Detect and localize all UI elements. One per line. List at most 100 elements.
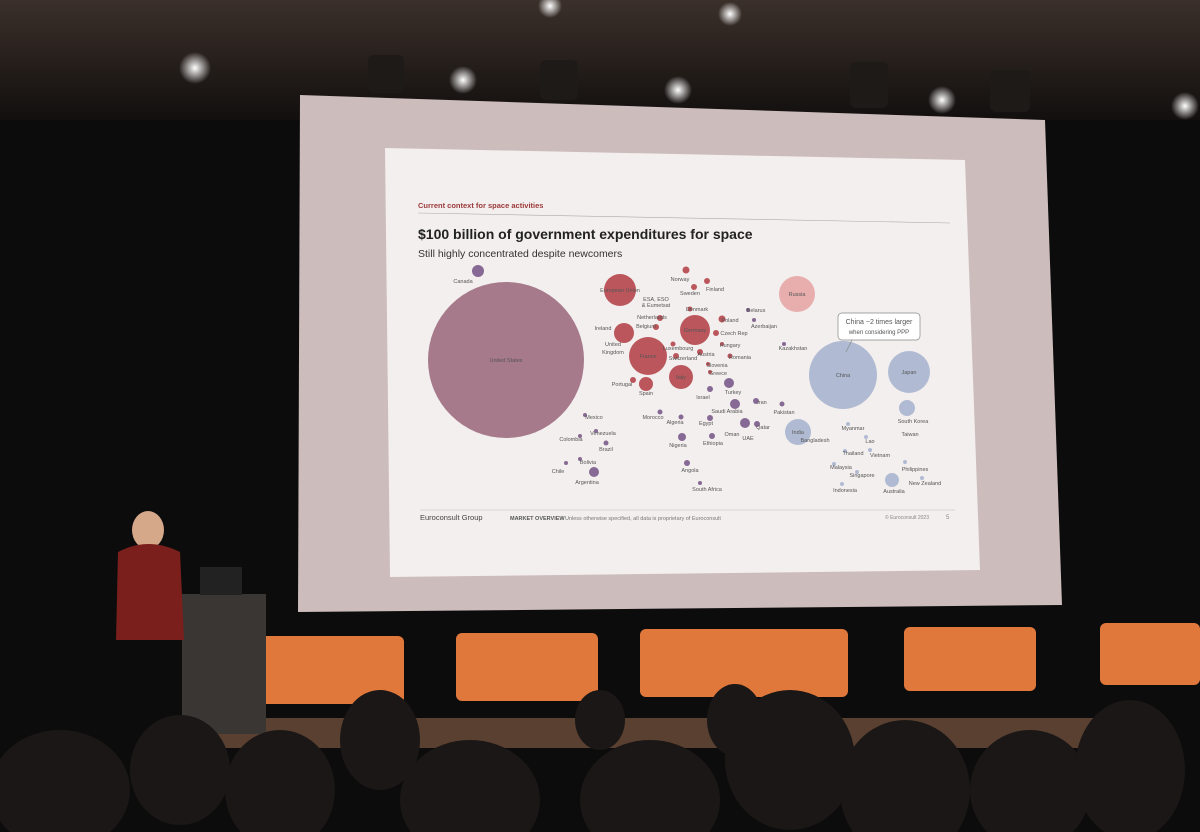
country-label: Argentina	[575, 480, 599, 486]
country-label: Germany	[684, 328, 707, 334]
annotation: China ~2 times larger	[846, 319, 913, 326]
bubble	[720, 342, 724, 346]
bubble	[730, 399, 740, 409]
annotation-pointer	[845, 339, 853, 353]
country-label: Hungary	[720, 343, 741, 349]
country-label: Pakistan	[773, 410, 794, 416]
country-label: Turkey	[725, 390, 742, 396]
country-label: Bangladesh	[800, 438, 829, 444]
country-label: Israel	[696, 395, 709, 401]
country-label: Indonesia	[833, 488, 858, 494]
country-label: Luxembourg	[663, 346, 694, 352]
bubble	[888, 351, 930, 393]
bubble	[604, 274, 636, 306]
country-label: Sweden	[680, 291, 700, 297]
bubble	[472, 265, 484, 277]
country-label: Finland	[706, 287, 724, 293]
country-label: Norway	[671, 277, 690, 283]
bubble	[840, 482, 844, 486]
bubble	[589, 467, 599, 477]
country-label: Vietnam	[870, 453, 890, 459]
light-fixtures	[368, 55, 1030, 112]
country-label: Japan	[902, 370, 917, 376]
country-label: Portugal	[612, 382, 633, 388]
lectern	[182, 594, 266, 734]
bubble	[724, 378, 734, 388]
country-label: United States	[489, 358, 522, 364]
country-label: European Union	[600, 288, 640, 294]
bubble	[779, 401, 785, 407]
bubble	[678, 433, 686, 441]
bubble	[682, 266, 690, 274]
bubble	[713, 330, 719, 336]
bubble	[673, 353, 679, 359]
country-label: Brazil	[599, 447, 613, 453]
country-label: Poland	[721, 318, 738, 324]
slide-header: Current context for space activities	[418, 201, 543, 210]
country-label: Greece	[709, 371, 727, 377]
bubble	[709, 433, 715, 439]
slide	[385, 148, 980, 577]
bubble	[578, 457, 582, 461]
country-label: Ethiopia	[703, 441, 724, 447]
country-label: Switzerland	[669, 356, 697, 362]
country-label: Thailand	[842, 451, 863, 457]
country-label: Slovenia	[706, 363, 728, 369]
bubble	[669, 365, 693, 389]
country-label: Lao	[865, 439, 874, 445]
annotation: when considering PPP	[848, 330, 909, 336]
bubble	[564, 461, 568, 465]
bubble	[698, 481, 702, 485]
country-label: Malaysia	[830, 465, 853, 471]
bubble	[899, 400, 915, 416]
bubble	[785, 419, 811, 445]
bubble	[629, 337, 667, 375]
country-label: Bolivia	[580, 460, 597, 466]
slide-title: $100 billion of government expenditures …	[418, 226, 753, 242]
bubble	[706, 362, 710, 366]
bubble	[779, 276, 815, 312]
country-label: Italy	[676, 375, 686, 381]
footer-note: Unless otherwise specified, all data is …	[565, 516, 721, 522]
bubble	[684, 460, 690, 466]
speaker	[132, 511, 164, 549]
bubble	[718, 315, 726, 323]
bubble	[740, 418, 750, 428]
bubble	[754, 421, 760, 427]
bubble	[578, 434, 582, 438]
country-label: Canada	[453, 279, 473, 285]
bubble	[832, 462, 836, 466]
bubble	[707, 415, 713, 421]
speaker	[116, 544, 184, 640]
bubble	[583, 413, 587, 417]
country-label: Singapore	[849, 473, 874, 479]
bubble	[708, 370, 712, 374]
bubble	[746, 308, 750, 312]
bubble	[594, 429, 598, 433]
country-label: Morocco	[642, 415, 663, 421]
bubble	[809, 341, 877, 409]
country-label: Russia	[789, 292, 807, 298]
bubble	[846, 422, 850, 426]
country-label: India	[792, 430, 805, 436]
country-label: Egypt	[699, 421, 714, 427]
country-label: Colombia	[559, 437, 583, 443]
country-label: Ireland	[595, 326, 612, 332]
country-label: Mexico	[585, 415, 602, 421]
country-label: Austria	[697, 352, 715, 358]
bubble	[614, 323, 634, 343]
country-label: Belgium	[636, 324, 656, 330]
country-label: Belarus	[747, 308, 766, 314]
bubble	[657, 409, 663, 415]
country-label: Iran	[757, 400, 766, 406]
bubble	[691, 284, 697, 290]
header-rule	[417, 212, 951, 224]
bubble	[782, 342, 786, 346]
footer-section: MARKET OVERVIEW	[510, 516, 565, 522]
country-label: Kingdom	[602, 350, 624, 356]
country-label: Venezuela	[590, 431, 617, 437]
country-label: South Korea	[898, 419, 930, 425]
country-label: China	[836, 373, 851, 379]
page-number: 5	[946, 515, 950, 521]
